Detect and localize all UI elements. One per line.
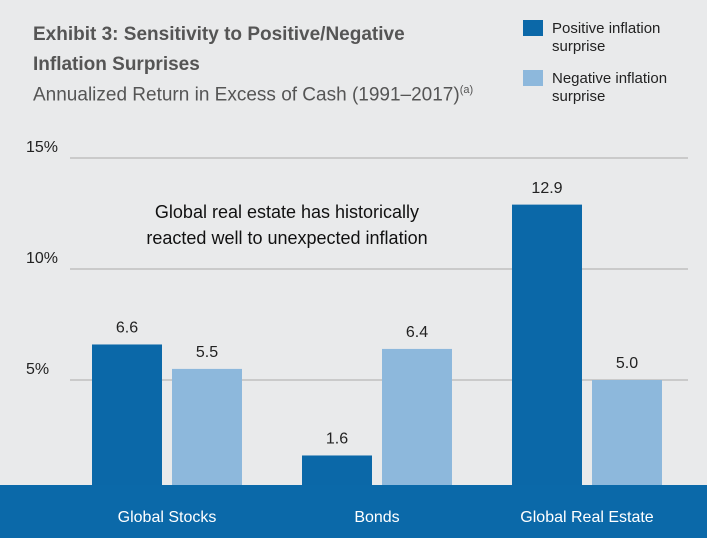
x-tick-label: Global Real Estate <box>520 509 654 526</box>
annotation: Global real estate has historically reac… <box>146 202 428 248</box>
data-label: 12.9 <box>531 180 562 197</box>
data-label: 5.0 <box>616 355 638 372</box>
chart-subtitle: Annualized Return in Excess of Cash (199… <box>33 84 473 106</box>
bar <box>592 380 662 491</box>
y-tick-label: 15% <box>26 139 58 156</box>
data-label: 5.5 <box>196 344 218 361</box>
bar <box>512 204 582 491</box>
legend-label: Negative inflation surprise <box>552 70 668 105</box>
bar <box>382 348 452 491</box>
bar <box>172 368 242 491</box>
y-tick-label: 5% <box>26 361 49 378</box>
x-tick-label: Bonds <box>354 509 399 526</box>
chart-title: Exhibit 3: Sensitivity to Positive/Negat… <box>33 24 405 75</box>
subtitle-note: (a) <box>459 84 474 96</box>
legend-swatch <box>523 20 543 36</box>
data-label: 6.4 <box>406 324 428 341</box>
data-label: 1.6 <box>326 431 348 448</box>
legend-item: Negative inflation surprise <box>523 70 703 106</box>
bar <box>92 344 162 491</box>
legend-swatch <box>523 70 543 86</box>
legend-label: Positive inflation surprise <box>552 20 661 55</box>
y-tick-label: 10% <box>26 250 58 267</box>
subtitle-text: Annualized Return in Excess of Cash (199… <box>33 84 460 106</box>
legend-item: Positive inflation surprise <box>523 20 703 56</box>
data-label: 6.6 <box>116 320 138 337</box>
category-band <box>0 485 707 538</box>
x-tick-label: Global Stocks <box>118 509 217 526</box>
